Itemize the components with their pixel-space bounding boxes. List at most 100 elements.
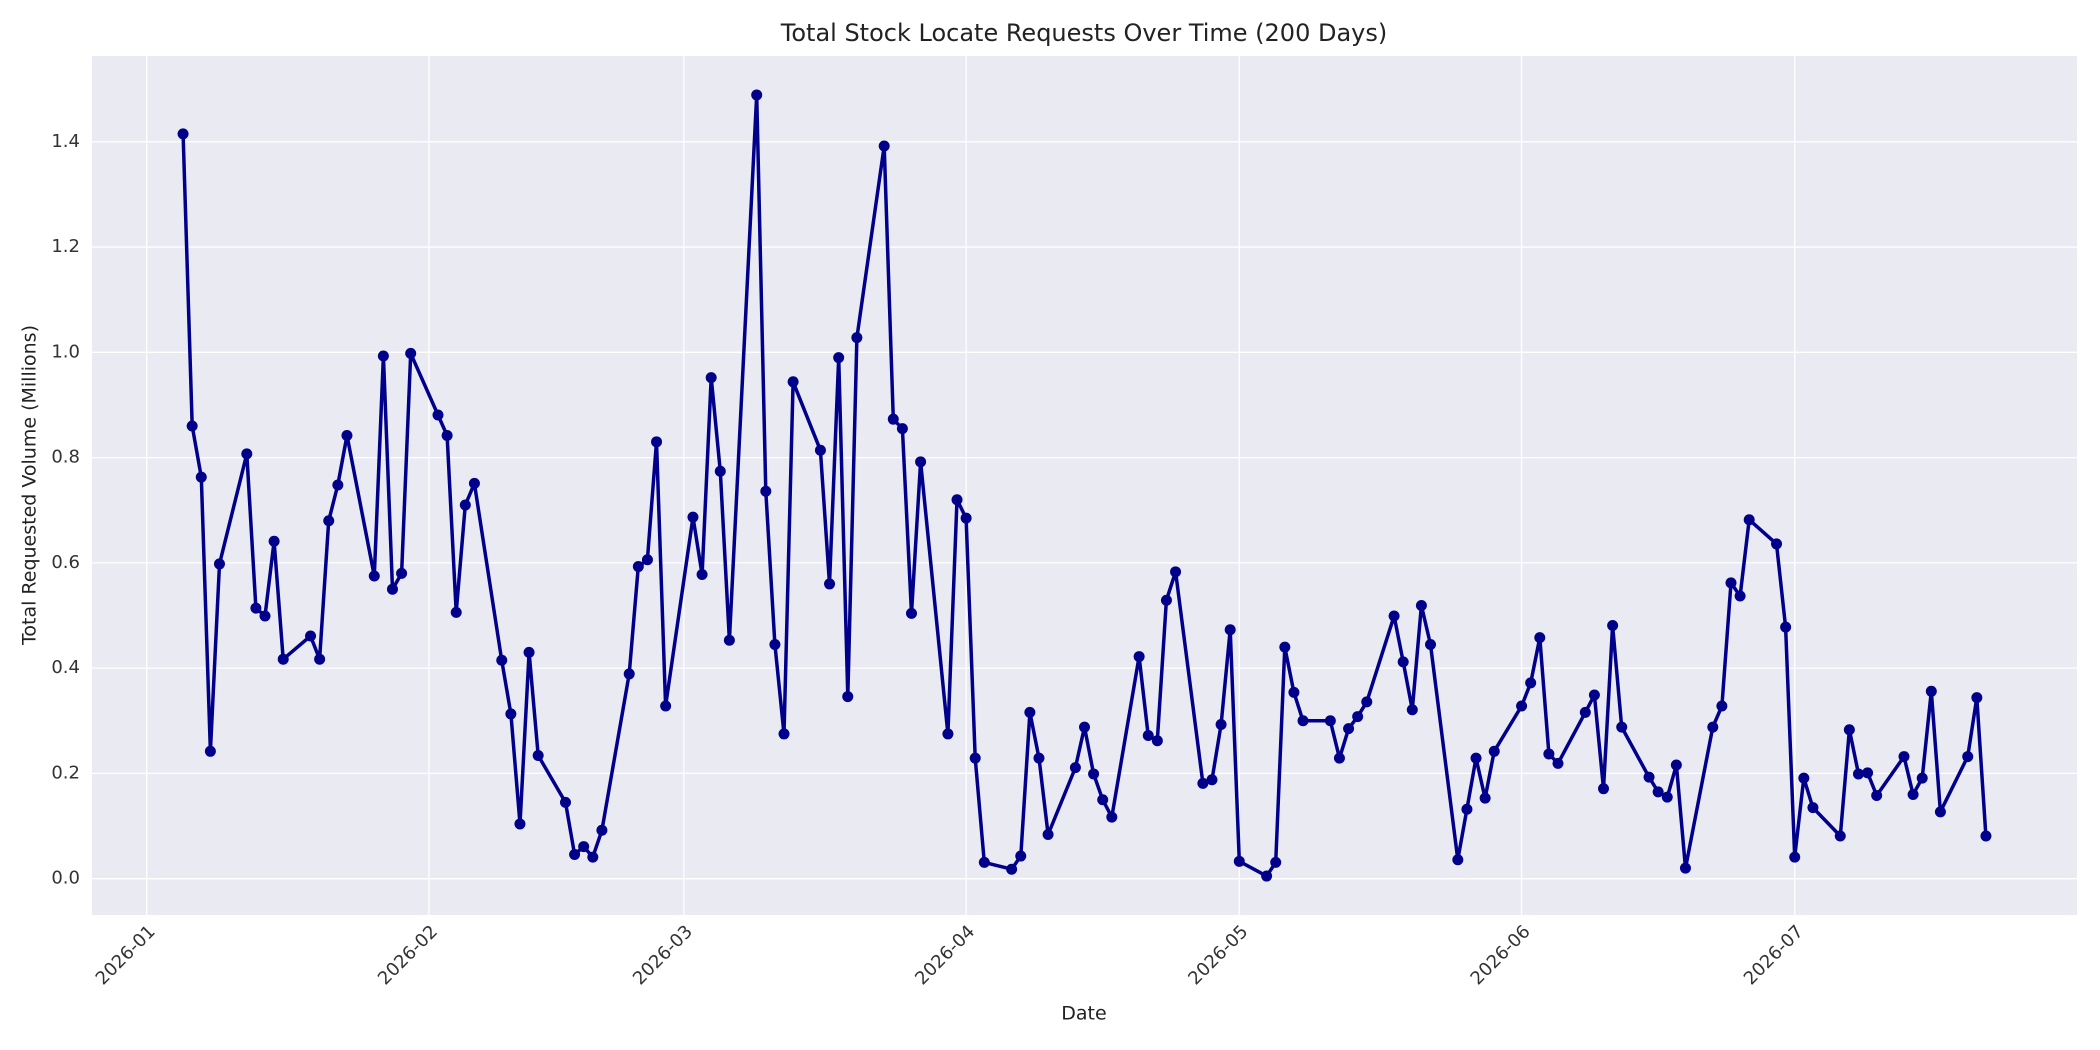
data-point <box>623 668 635 680</box>
data-point <box>978 856 990 868</box>
data-point <box>1916 772 1928 784</box>
data-point <box>396 567 408 579</box>
data-point <box>1042 828 1054 840</box>
data-point <box>1015 850 1027 862</box>
data-point <box>960 512 972 524</box>
data-point <box>1133 651 1145 663</box>
data-point <box>1516 700 1528 712</box>
data-point <box>769 638 781 650</box>
data-point <box>596 824 608 836</box>
x-axis-label: Date <box>1061 1003 1106 1025</box>
data-point <box>332 479 344 491</box>
data-point <box>1971 692 1983 704</box>
data-point <box>1224 624 1236 636</box>
x-tick-label: 2026-01 <box>92 921 160 989</box>
y-tick-label: 0.4 <box>51 657 80 678</box>
data-point <box>1743 514 1755 526</box>
y-tick-label: 1.0 <box>51 341 80 362</box>
data-point <box>1406 704 1418 716</box>
data-point <box>1297 715 1309 727</box>
data-point <box>450 606 462 618</box>
data-point <box>505 708 517 720</box>
data-point <box>204 745 216 757</box>
data-point <box>1525 677 1537 689</box>
data-point <box>305 630 317 642</box>
data-point <box>1670 759 1682 771</box>
data-point <box>1579 706 1591 718</box>
data-point <box>1771 538 1783 550</box>
data-point <box>1425 638 1437 650</box>
data-point <box>1397 656 1409 668</box>
data-point <box>915 456 927 468</box>
data-point <box>787 376 799 388</box>
data-point <box>878 140 890 152</box>
data-point <box>1716 700 1728 712</box>
data-point <box>1862 767 1874 779</box>
data-point <box>1151 735 1163 747</box>
data-point <box>1261 870 1273 882</box>
data-point <box>441 429 453 441</box>
data-point <box>1452 854 1464 866</box>
data-point <box>942 728 954 740</box>
data-point <box>1843 724 1855 736</box>
data-point <box>1661 791 1673 803</box>
data-point <box>1088 768 1100 780</box>
data-point <box>1352 711 1364 723</box>
data-point <box>1588 689 1600 701</box>
data-point <box>268 535 280 547</box>
data-point <box>1361 696 1373 708</box>
data-point <box>177 128 189 140</box>
data-point <box>1607 620 1619 632</box>
data-point <box>1388 610 1400 622</box>
data-point <box>559 796 571 808</box>
data-point <box>1552 757 1564 769</box>
y-tick-label: 0.6 <box>51 552 80 573</box>
data-point <box>1160 594 1172 606</box>
data-point <box>842 691 854 703</box>
data-point <box>751 89 763 101</box>
data-point <box>405 347 417 359</box>
data-point <box>1543 748 1555 760</box>
data-point <box>1333 752 1345 764</box>
y-tick-label: 0.8 <box>51 447 80 468</box>
data-point <box>660 700 672 712</box>
data-point <box>1798 772 1810 784</box>
data-point <box>778 728 790 740</box>
data-point <box>760 485 772 497</box>
data-point <box>969 752 981 764</box>
data-point <box>1470 752 1482 764</box>
data-point <box>496 654 508 666</box>
chart-title: Total Stock Locate Requests Over Time (2… <box>780 19 1387 47</box>
data-point <box>1907 788 1919 800</box>
data-point <box>1852 768 1864 780</box>
data-point <box>1033 752 1045 764</box>
data-point <box>1707 721 1719 733</box>
data-point <box>1279 641 1291 653</box>
x-tick-label: 2026-06 <box>1467 921 1535 989</box>
data-point <box>241 448 253 460</box>
data-point <box>651 436 663 448</box>
data-point <box>186 420 198 432</box>
data-point <box>1097 794 1109 806</box>
data-point <box>277 653 289 665</box>
data-point <box>705 372 717 384</box>
data-point <box>1024 706 1036 718</box>
data-point <box>459 499 471 511</box>
data-point <box>1106 811 1118 823</box>
data-point <box>377 350 389 362</box>
data-point <box>468 477 480 489</box>
data-point <box>368 570 380 582</box>
data-point <box>1734 590 1746 602</box>
data-point <box>1780 621 1792 633</box>
data-point <box>323 515 335 527</box>
data-point <box>1324 715 1336 727</box>
data-point <box>1197 777 1209 789</box>
data-point <box>951 494 963 506</box>
plot-area <box>92 56 2077 915</box>
data-point <box>714 465 726 477</box>
data-point <box>896 423 908 435</box>
data-point <box>532 750 544 762</box>
data-point <box>1643 771 1655 783</box>
data-point <box>514 818 526 830</box>
data-point <box>833 352 845 364</box>
